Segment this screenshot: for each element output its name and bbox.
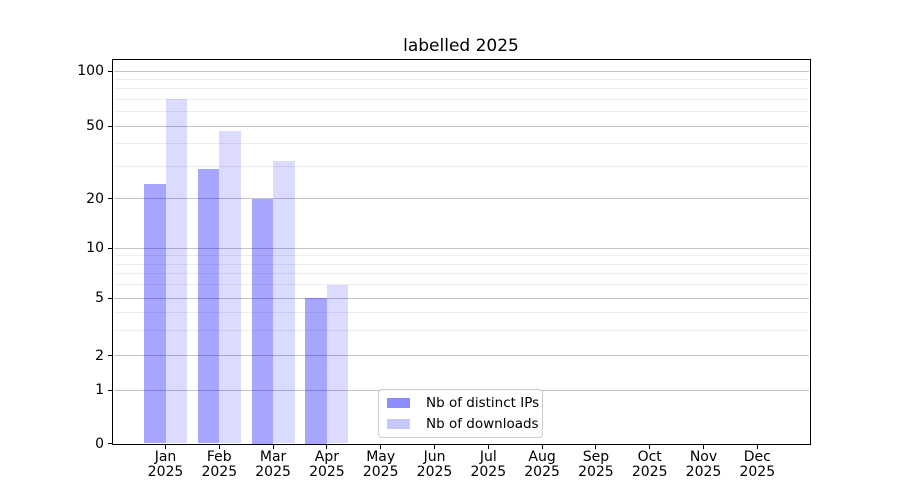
x-tick-mark	[272, 444, 274, 449]
bar-distinct-ips-mar	[251, 198, 274, 444]
bar-downloads-jan	[165, 99, 187, 444]
x-tick-label: May 2025	[362, 449, 399, 480]
gridline-minor	[114, 329, 809, 331]
y-tick-label: 20	[86, 190, 104, 207]
y-tick-mark	[108, 355, 112, 356]
y-tick-mark	[108, 297, 112, 299]
x-tick-mark	[649, 444, 651, 449]
x-tick-mark	[434, 444, 435, 449]
x-tick-mark	[487, 444, 489, 449]
gridline-minor	[114, 165, 809, 167]
gridline-minor	[114, 78, 809, 80]
x-tick-label: Dec 2025	[739, 449, 776, 480]
gridline-major	[114, 125, 809, 127]
x-tick-label: Aug 2025	[524, 449, 560, 480]
gridline-minor	[114, 111, 809, 113]
y-tick-mark	[108, 443, 112, 444]
gridline-minor	[114, 143, 809, 145]
bar-downloads-mar	[273, 161, 295, 444]
legend-label: Nb of downloads	[426, 415, 539, 432]
gridline-minor	[114, 263, 809, 265]
x-tick-label: Jul 2025	[470, 449, 507, 480]
gridline-minor	[114, 255, 809, 257]
gridline-minor	[114, 284, 809, 286]
x-tick-mark	[380, 444, 382, 449]
y-tick-label: 2	[95, 347, 104, 364]
x-tick-label: Oct 2025	[631, 449, 668, 480]
gridline-minor	[114, 88, 809, 90]
bar-distinct-ips-jan	[144, 184, 166, 444]
gridline-major	[114, 355, 809, 356]
x-tick-mark	[595, 444, 597, 449]
x-tick-label: Jan 2025	[147, 449, 184, 480]
x-tick-label: Apr 2025	[309, 449, 345, 480]
y-tick-mark	[108, 247, 112, 249]
x-tick-label: Sep 2025	[578, 449, 614, 480]
bar-distinct-ips-apr	[305, 298, 327, 444]
x-tick-label: Jun 2025	[416, 449, 453, 480]
y-tick-label: 5	[95, 290, 104, 306]
x-tick-mark	[165, 444, 166, 449]
legend: Nb of distinct IPs Nb of downloads	[378, 389, 543, 438]
x-tick-mark	[218, 444, 220, 449]
x-tick-label: Feb 2025	[201, 449, 238, 480]
y-tick-mark	[108, 125, 112, 127]
chart-title: labelled 2025	[403, 36, 519, 56]
y-tick-mark	[108, 198, 112, 199]
y-tick-mark	[108, 389, 112, 391]
legend-label: Nb of distinct IPs	[426, 395, 540, 412]
y-tick-label: 10	[86, 240, 104, 256]
bar-downloads-apr	[326, 284, 349, 444]
gridline-minor	[114, 273, 809, 275]
x-tick-mark	[703, 444, 704, 449]
y-tick-label: 1	[95, 382, 104, 398]
gridline-minor	[114, 311, 809, 313]
legend-item: Nb of downloads	[387, 416, 539, 432]
gridline-major	[114, 70, 809, 72]
x-tick-mark	[541, 444, 543, 449]
gridline-major	[114, 247, 809, 249]
y-tick-mark	[108, 70, 112, 72]
y-tick-label: 50	[86, 118, 104, 134]
y-tick-label: 100	[77, 63, 104, 79]
x-tick-label: Mar 2025	[255, 449, 291, 480]
bar-distinct-ips-feb	[197, 169, 220, 444]
gridline-major	[114, 297, 809, 299]
legend-item: Nb of distinct IPs	[387, 395, 539, 411]
legend-swatch-distinct-ips	[387, 398, 410, 409]
y-tick-label: 0	[95, 435, 104, 452]
gridline-major	[114, 198, 809, 199]
x-tick-mark	[756, 444, 758, 449]
gridline-minor	[114, 98, 809, 100]
x-tick-label: Nov 2025	[685, 449, 722, 480]
bar-downloads-feb	[219, 130, 241, 444]
legend-swatch-downloads	[387, 418, 410, 429]
x-tick-mark	[326, 444, 328, 449]
